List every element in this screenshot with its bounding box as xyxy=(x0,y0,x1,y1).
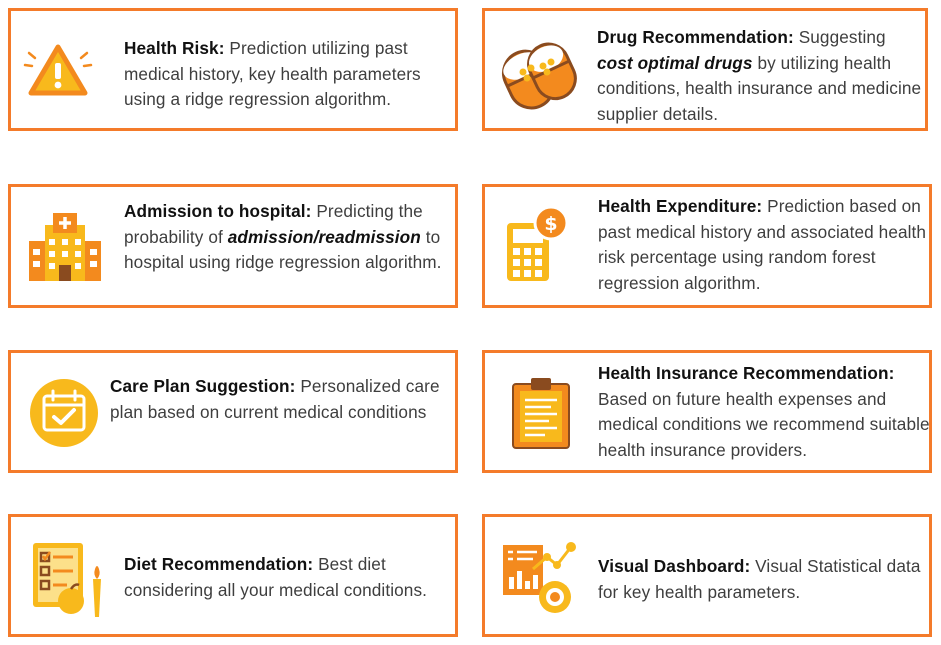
card-text: Care Plan Suggestion: Personalized care … xyxy=(110,374,440,425)
card-title: Visual Dashboard: xyxy=(598,556,751,576)
card-body: Prediction utilizing past medical histor… xyxy=(124,38,421,109)
card-text: Health Insurance Recommendation: Based o… xyxy=(598,361,930,463)
hospital-icon xyxy=(27,211,103,283)
card-title: Health Insurance Recommendation: xyxy=(598,363,895,383)
card-body: Predicting the probability of xyxy=(124,201,423,247)
card-text: Drug Recommendation: Suggesting cost opt… xyxy=(597,25,922,127)
card-body: Suggesting xyxy=(793,27,886,47)
card-body: Based on future health expenses and medi… xyxy=(598,388,930,460)
card-emphasis: admission/readmission xyxy=(227,226,421,247)
card-body: Prediction based on past medical history… xyxy=(598,196,927,293)
card-title: Drug Recommendation: xyxy=(597,27,794,47)
card-title: Diet Recommendation: xyxy=(124,554,314,574)
svg-text:$: $ xyxy=(544,213,557,235)
card-text: Admission to hospital: Predicting the pr… xyxy=(124,199,454,276)
card-text: Health Expenditure: Prediction based on … xyxy=(598,194,929,296)
card-title: Admission to hospital: xyxy=(124,201,312,221)
card-body: to hospital using ridge regression algor… xyxy=(124,226,442,273)
card-body: by utilizing health conditions, health i… xyxy=(597,52,922,124)
card-text: Health Risk: Prediction utilizing past m… xyxy=(124,36,454,113)
card-health-expenditure: $ Health Expenditure: Prediction based o… xyxy=(482,184,932,308)
card-health-insurance-recommendation: Health Insurance Recommendation: Based o… xyxy=(482,350,932,473)
card-title: Care Plan Suggestion: xyxy=(110,376,296,396)
calculator-dollar-icon: $ xyxy=(503,205,569,285)
card-text: Visual Dashboard: Visual Statistical dat… xyxy=(598,554,928,605)
dashboard-chart-icon xyxy=(499,539,579,617)
card-text: Diet Recommendation: Best diet consideri… xyxy=(124,552,454,603)
card-diet-recommendation: Diet Recommendation: Best diet consideri… xyxy=(8,514,458,637)
pills-icon xyxy=(499,36,577,112)
card-body: Personalized care plan based on current … xyxy=(110,376,440,422)
card-drug-recommendation: Drug Recommendation: Suggesting cost opt… xyxy=(482,8,928,131)
calendar-check-icon xyxy=(29,378,99,448)
card-visual-dashboard: Visual Dashboard: Visual Statistical dat… xyxy=(482,514,932,637)
warning-icon xyxy=(23,39,93,101)
card-emphasis: cost optimal drugs xyxy=(597,52,753,73)
card-title: Health Risk: xyxy=(124,38,225,58)
clipboard-icon xyxy=(511,376,571,450)
card-body: Best diet considering all your medical c… xyxy=(124,554,428,600)
card-care-plan-suggestion: Care Plan Suggestion: Personalized care … xyxy=(8,350,458,473)
card-body: Visual Statistical data for key health p… xyxy=(598,556,921,602)
card-admission-to-hospital: Admission to hospital: Predicting the pr… xyxy=(8,184,458,308)
card-health-risk: Health Risk: Prediction utilizing past m… xyxy=(8,8,458,131)
card-title: Health Expenditure: xyxy=(598,196,763,216)
diet-checklist-icon xyxy=(29,539,111,619)
